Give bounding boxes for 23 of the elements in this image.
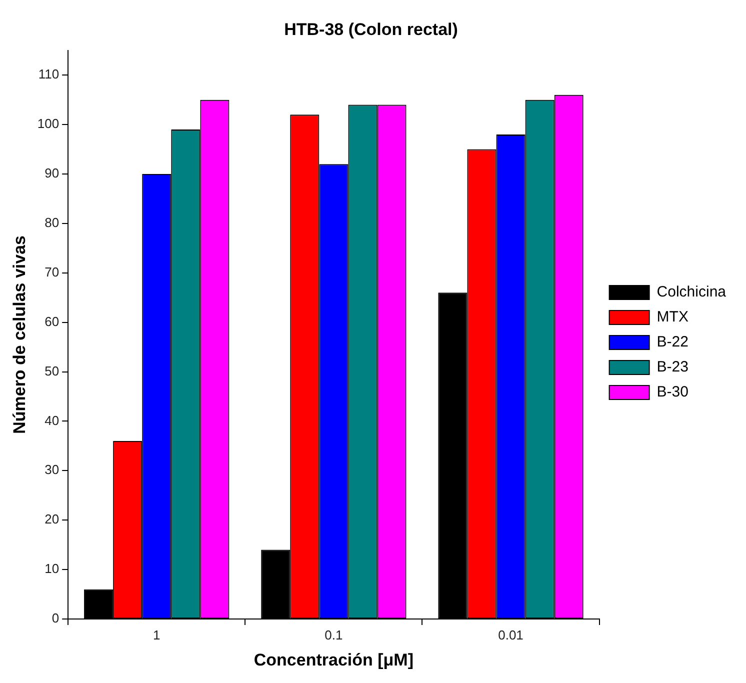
legend-label: B-23 (656, 358, 688, 376)
y-tick-label: 50 (44, 363, 60, 378)
legend-label: Colchicina (656, 284, 727, 301)
y-tick-label: 0 (52, 610, 60, 626)
legend-label: MTX (656, 308, 688, 326)
x-tick-label: 0.1 (324, 627, 343, 642)
y-axis-title: Número de celulas vivas (10, 235, 29, 434)
x-tick-label: 1 (153, 627, 160, 642)
y-tick-label: 30 (44, 462, 60, 478)
y-tick-label: 60 (44, 314, 60, 329)
y-tick-label: 10 (44, 561, 60, 576)
legend-label: B-22 (656, 334, 688, 351)
chart-title: HTB-38 (Colon rectal) (284, 20, 458, 39)
y-tick-label: 90 (44, 166, 60, 181)
x-tick-label: 0.01 (498, 627, 524, 642)
y-tick-label: 110 (38, 66, 60, 82)
y-tick-label: 20 (44, 512, 60, 527)
y-tick-label: 40 (44, 412, 60, 428)
y-tick-label: 80 (44, 215, 60, 230)
y-tick-label: 70 (44, 264, 60, 280)
legend-label: B-30 (656, 384, 688, 401)
x-axis-title: Concentración [μM] (254, 650, 414, 670)
y-tick-label: 100 (37, 116, 60, 132)
